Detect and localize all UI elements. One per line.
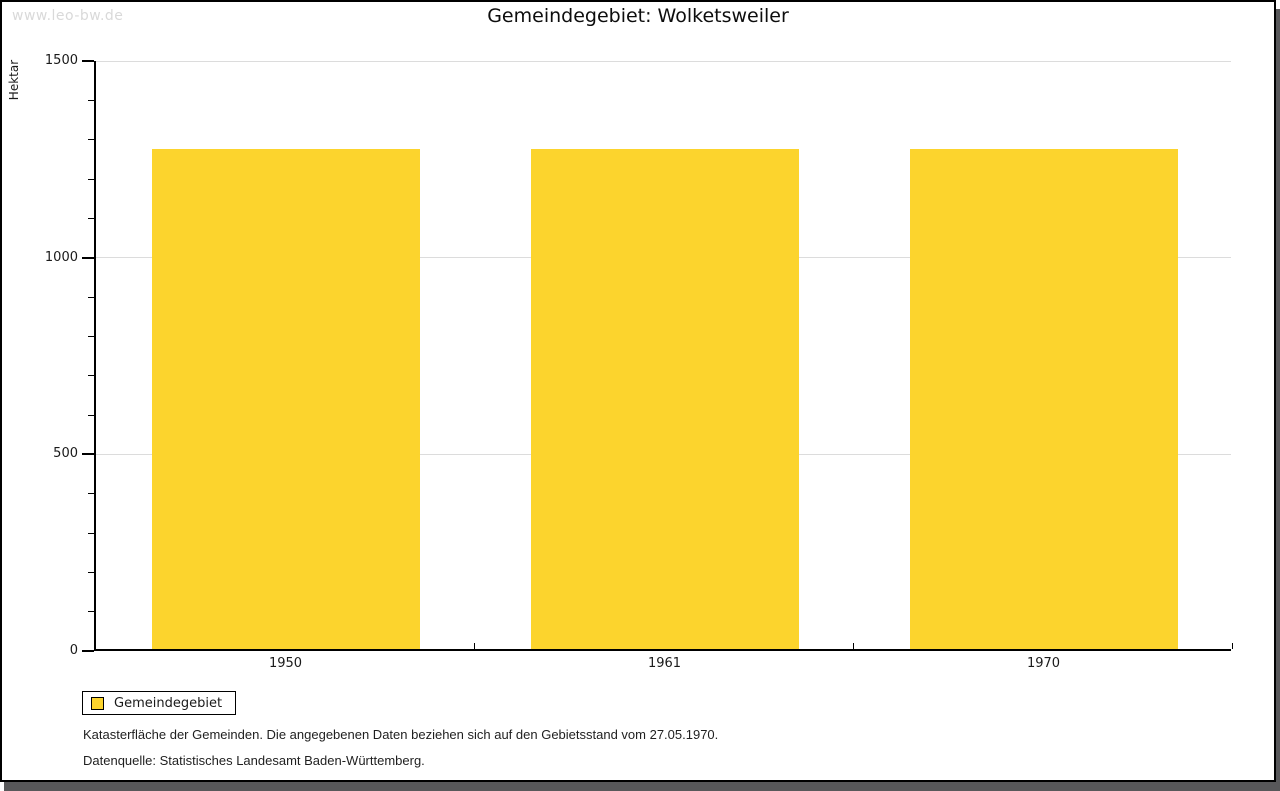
y-tick-300 bbox=[88, 532, 94, 534]
y-tick-600 bbox=[88, 414, 94, 416]
y-tick-100 bbox=[88, 611, 94, 613]
y-tick-400 bbox=[88, 493, 94, 495]
y-tick-1000 bbox=[82, 256, 94, 259]
x-boundary-tick-2 bbox=[853, 643, 854, 649]
y-tick-1100 bbox=[88, 217, 94, 219]
chart-title: Gemeindegebiet: Wolketsweiler bbox=[487, 5, 789, 27]
x-tick-label-1950: 1950 bbox=[268, 656, 303, 671]
y-tick-1500 bbox=[82, 60, 94, 62]
y-tick-label-500: 500 bbox=[53, 446, 78, 462]
x-boundary-tick-3 bbox=[1232, 643, 1233, 649]
watermark: www.leo-bw.de bbox=[12, 8, 124, 24]
y-tick-800 bbox=[88, 335, 94, 337]
footnote-data-source: Datenquelle: Statistisches Landesamt Bad… bbox=[83, 753, 425, 768]
legend-box: Gemeindegebiet bbox=[82, 691, 237, 715]
y-tick-0 bbox=[82, 650, 94, 652]
y-tick-900 bbox=[88, 296, 94, 298]
y-axis-label: Hektar bbox=[7, 59, 21, 101]
bar-1970 bbox=[909, 149, 1178, 649]
x-boundary-tick-1 bbox=[474, 643, 475, 649]
plot-area: 0 500 1000 1500 1950 1961 1970 bbox=[45, 53, 1233, 671]
legend-color-swatch bbox=[91, 696, 104, 710]
y-tick-500 bbox=[82, 453, 94, 456]
y-tick-label-1500: 1500 bbox=[44, 53, 78, 68]
y-tick-200 bbox=[88, 571, 94, 573]
y-tick-1400 bbox=[88, 99, 94, 101]
bar-1950 bbox=[151, 149, 420, 649]
y-tick-label-0: 0 bbox=[69, 643, 78, 658]
y-tick-label-1000: 1000 bbox=[44, 249, 78, 265]
gridline-1500 bbox=[96, 60, 1231, 62]
footnote-source-note: Katasterfläche der Gemeinden. Die angege… bbox=[83, 727, 719, 742]
y-tick-700 bbox=[88, 375, 94, 377]
legend-label: Gemeindegebiet bbox=[114, 695, 223, 711]
y-tick-1200 bbox=[88, 178, 94, 180]
y-tick-1300 bbox=[88, 139, 94, 141]
x-tick-label-1961: 1961 bbox=[647, 656, 682, 671]
x-tick-label-1970: 1970 bbox=[1026, 656, 1061, 671]
bar-1961 bbox=[530, 149, 799, 649]
